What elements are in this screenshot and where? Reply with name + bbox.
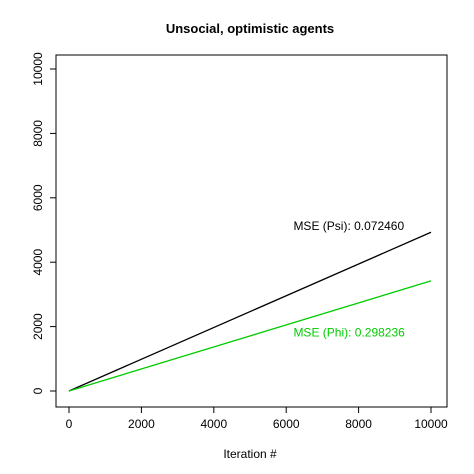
x-axis: 0 2000 4000 6000 8000 10000 bbox=[66, 406, 448, 431]
x-tick-label: 10000 bbox=[414, 417, 448, 431]
x-axis-label: Iteration # bbox=[223, 447, 277, 461]
y-tick-label: 4000 bbox=[31, 249, 45, 276]
series-line-1 bbox=[68, 231, 432, 392]
series-line-2 bbox=[68, 280, 432, 392]
x-tick-label: 8000 bbox=[345, 417, 372, 431]
annotation-layer: MSE (Psi): 0.072460 MSE (Phi): 0.298236 bbox=[293, 219, 405, 339]
x-tick-label: 2000 bbox=[128, 417, 155, 431]
y-tick-label: 6000 bbox=[31, 184, 45, 211]
x-tick-label: 0 bbox=[66, 417, 73, 431]
series-layer bbox=[68, 231, 432, 392]
y-axis: 0 2000 4000 6000 8000 10000 bbox=[31, 52, 57, 394]
y-tick-label: 10000 bbox=[31, 52, 45, 86]
y-tick-label: 8000 bbox=[31, 120, 45, 147]
annotation-label: MSE (Phi): 0.298236 bbox=[293, 325, 405, 339]
x-tick-label: 4000 bbox=[200, 417, 227, 431]
y-tick-label: 2000 bbox=[31, 313, 45, 340]
x-tick-label: 6000 bbox=[273, 417, 300, 431]
y-tick-label: 0 bbox=[31, 387, 45, 394]
chart-title: Unsocial, optimistic agents bbox=[166, 21, 334, 36]
annotation-label: MSE (Psi): 0.072460 bbox=[293, 219, 404, 233]
